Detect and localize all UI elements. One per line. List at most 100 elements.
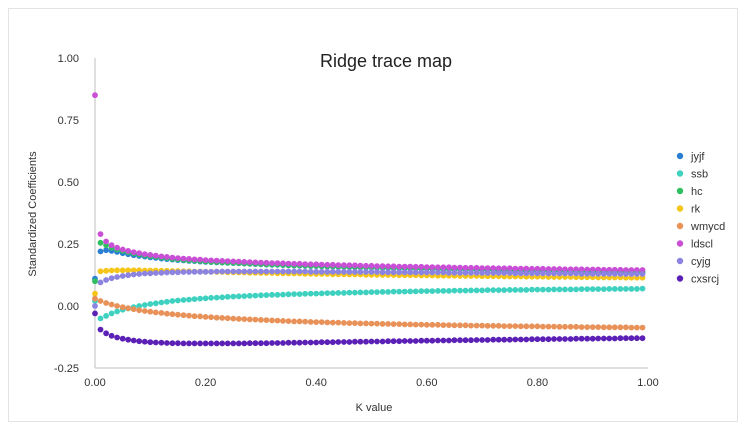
y-tick-label: -0.25 — [54, 363, 79, 375]
data-point — [368, 289, 375, 295]
data-point — [407, 269, 414, 276]
data-point — [611, 266, 618, 273]
data-point — [412, 263, 419, 270]
data-point — [258, 259, 264, 266]
data-point — [246, 292, 253, 299]
data-point — [241, 293, 248, 299]
data-point — [235, 268, 242, 275]
data-point — [202, 268, 209, 275]
data-point — [534, 323, 541, 330]
data-point — [435, 269, 441, 276]
data-point — [401, 321, 408, 328]
data-point — [551, 323, 557, 330]
data-point — [390, 269, 397, 276]
data-point — [551, 286, 557, 293]
data-point — [490, 265, 497, 271]
data-point — [180, 255, 187, 262]
data-point — [318, 339, 325, 346]
data-point — [412, 288, 419, 295]
data-point — [479, 287, 485, 294]
data-point — [440, 264, 447, 271]
data-point — [202, 257, 209, 263]
data-point — [186, 256, 192, 262]
data-point — [119, 335, 126, 342]
data-point — [230, 315, 237, 322]
x-tick-label: 0.00 — [84, 377, 105, 389]
data-point — [269, 268, 275, 275]
data-point — [213, 340, 220, 347]
data-point — [562, 270, 568, 277]
data-point — [479, 337, 485, 343]
data-point — [164, 269, 170, 276]
data-point — [374, 263, 380, 269]
data-point — [479, 322, 485, 329]
data-point — [501, 265, 508, 272]
data-point — [219, 258, 226, 264]
data-point — [611, 324, 618, 331]
data-point — [556, 270, 563, 277]
data-point — [573, 286, 579, 293]
data-point — [418, 269, 425, 276]
data-point — [517, 287, 524, 293]
data-point — [606, 324, 613, 331]
legend-marker — [676, 187, 684, 195]
data-point — [141, 251, 148, 258]
data-point — [252, 259, 259, 266]
data-point — [258, 317, 264, 323]
data-point — [219, 268, 226, 275]
data-point — [512, 336, 519, 343]
data-point — [285, 339, 292, 346]
data-point — [246, 268, 253, 275]
data-point — [578, 286, 585, 292]
data-point — [119, 267, 126, 274]
data-point — [567, 286, 574, 293]
data-point — [164, 254, 170, 260]
data-point — [263, 317, 270, 323]
data-point — [429, 264, 436, 270]
data-point — [423, 337, 430, 344]
data-point — [191, 340, 198, 347]
data-point — [197, 340, 204, 347]
data-point — [540, 265, 546, 272]
data-point — [534, 336, 541, 343]
data-point — [534, 265, 541, 272]
data-point — [368, 262, 375, 269]
data-point — [235, 316, 242, 322]
legend-label: wmycd — [690, 221, 725, 233]
data-point — [202, 314, 209, 320]
data-point — [119, 273, 126, 279]
data-point — [274, 291, 281, 298]
data-point — [202, 295, 209, 302]
data-point — [606, 335, 613, 342]
data-point — [446, 264, 452, 271]
data-point — [556, 323, 563, 330]
data-point — [562, 323, 568, 330]
y-tick-label: 0.75 — [58, 115, 79, 127]
data-point — [589, 286, 596, 292]
data-point — [258, 268, 264, 275]
data-point — [103, 330, 109, 337]
data-point — [390, 288, 397, 295]
data-point — [341, 320, 347, 326]
legend-label: ssb — [691, 169, 708, 181]
legend-marker — [676, 170, 684, 177]
data-point — [313, 290, 320, 297]
data-point — [462, 322, 469, 329]
data-point — [567, 336, 574, 342]
data-point — [241, 340, 248, 347]
data-point — [263, 292, 270, 298]
data-point — [329, 319, 336, 326]
data-point — [628, 267, 635, 273]
data-point — [92, 290, 98, 297]
data-point — [285, 291, 292, 298]
data-point — [611, 335, 618, 342]
data-point — [125, 272, 132, 279]
data-point — [385, 289, 391, 295]
series-ldscl — [92, 92, 646, 273]
data-point — [136, 303, 143, 309]
legend-item-jyjf: jyjf — [676, 151, 705, 163]
data-point — [357, 262, 364, 269]
data-point — [435, 288, 441, 294]
data-point — [114, 267, 120, 274]
data-point — [307, 339, 314, 346]
